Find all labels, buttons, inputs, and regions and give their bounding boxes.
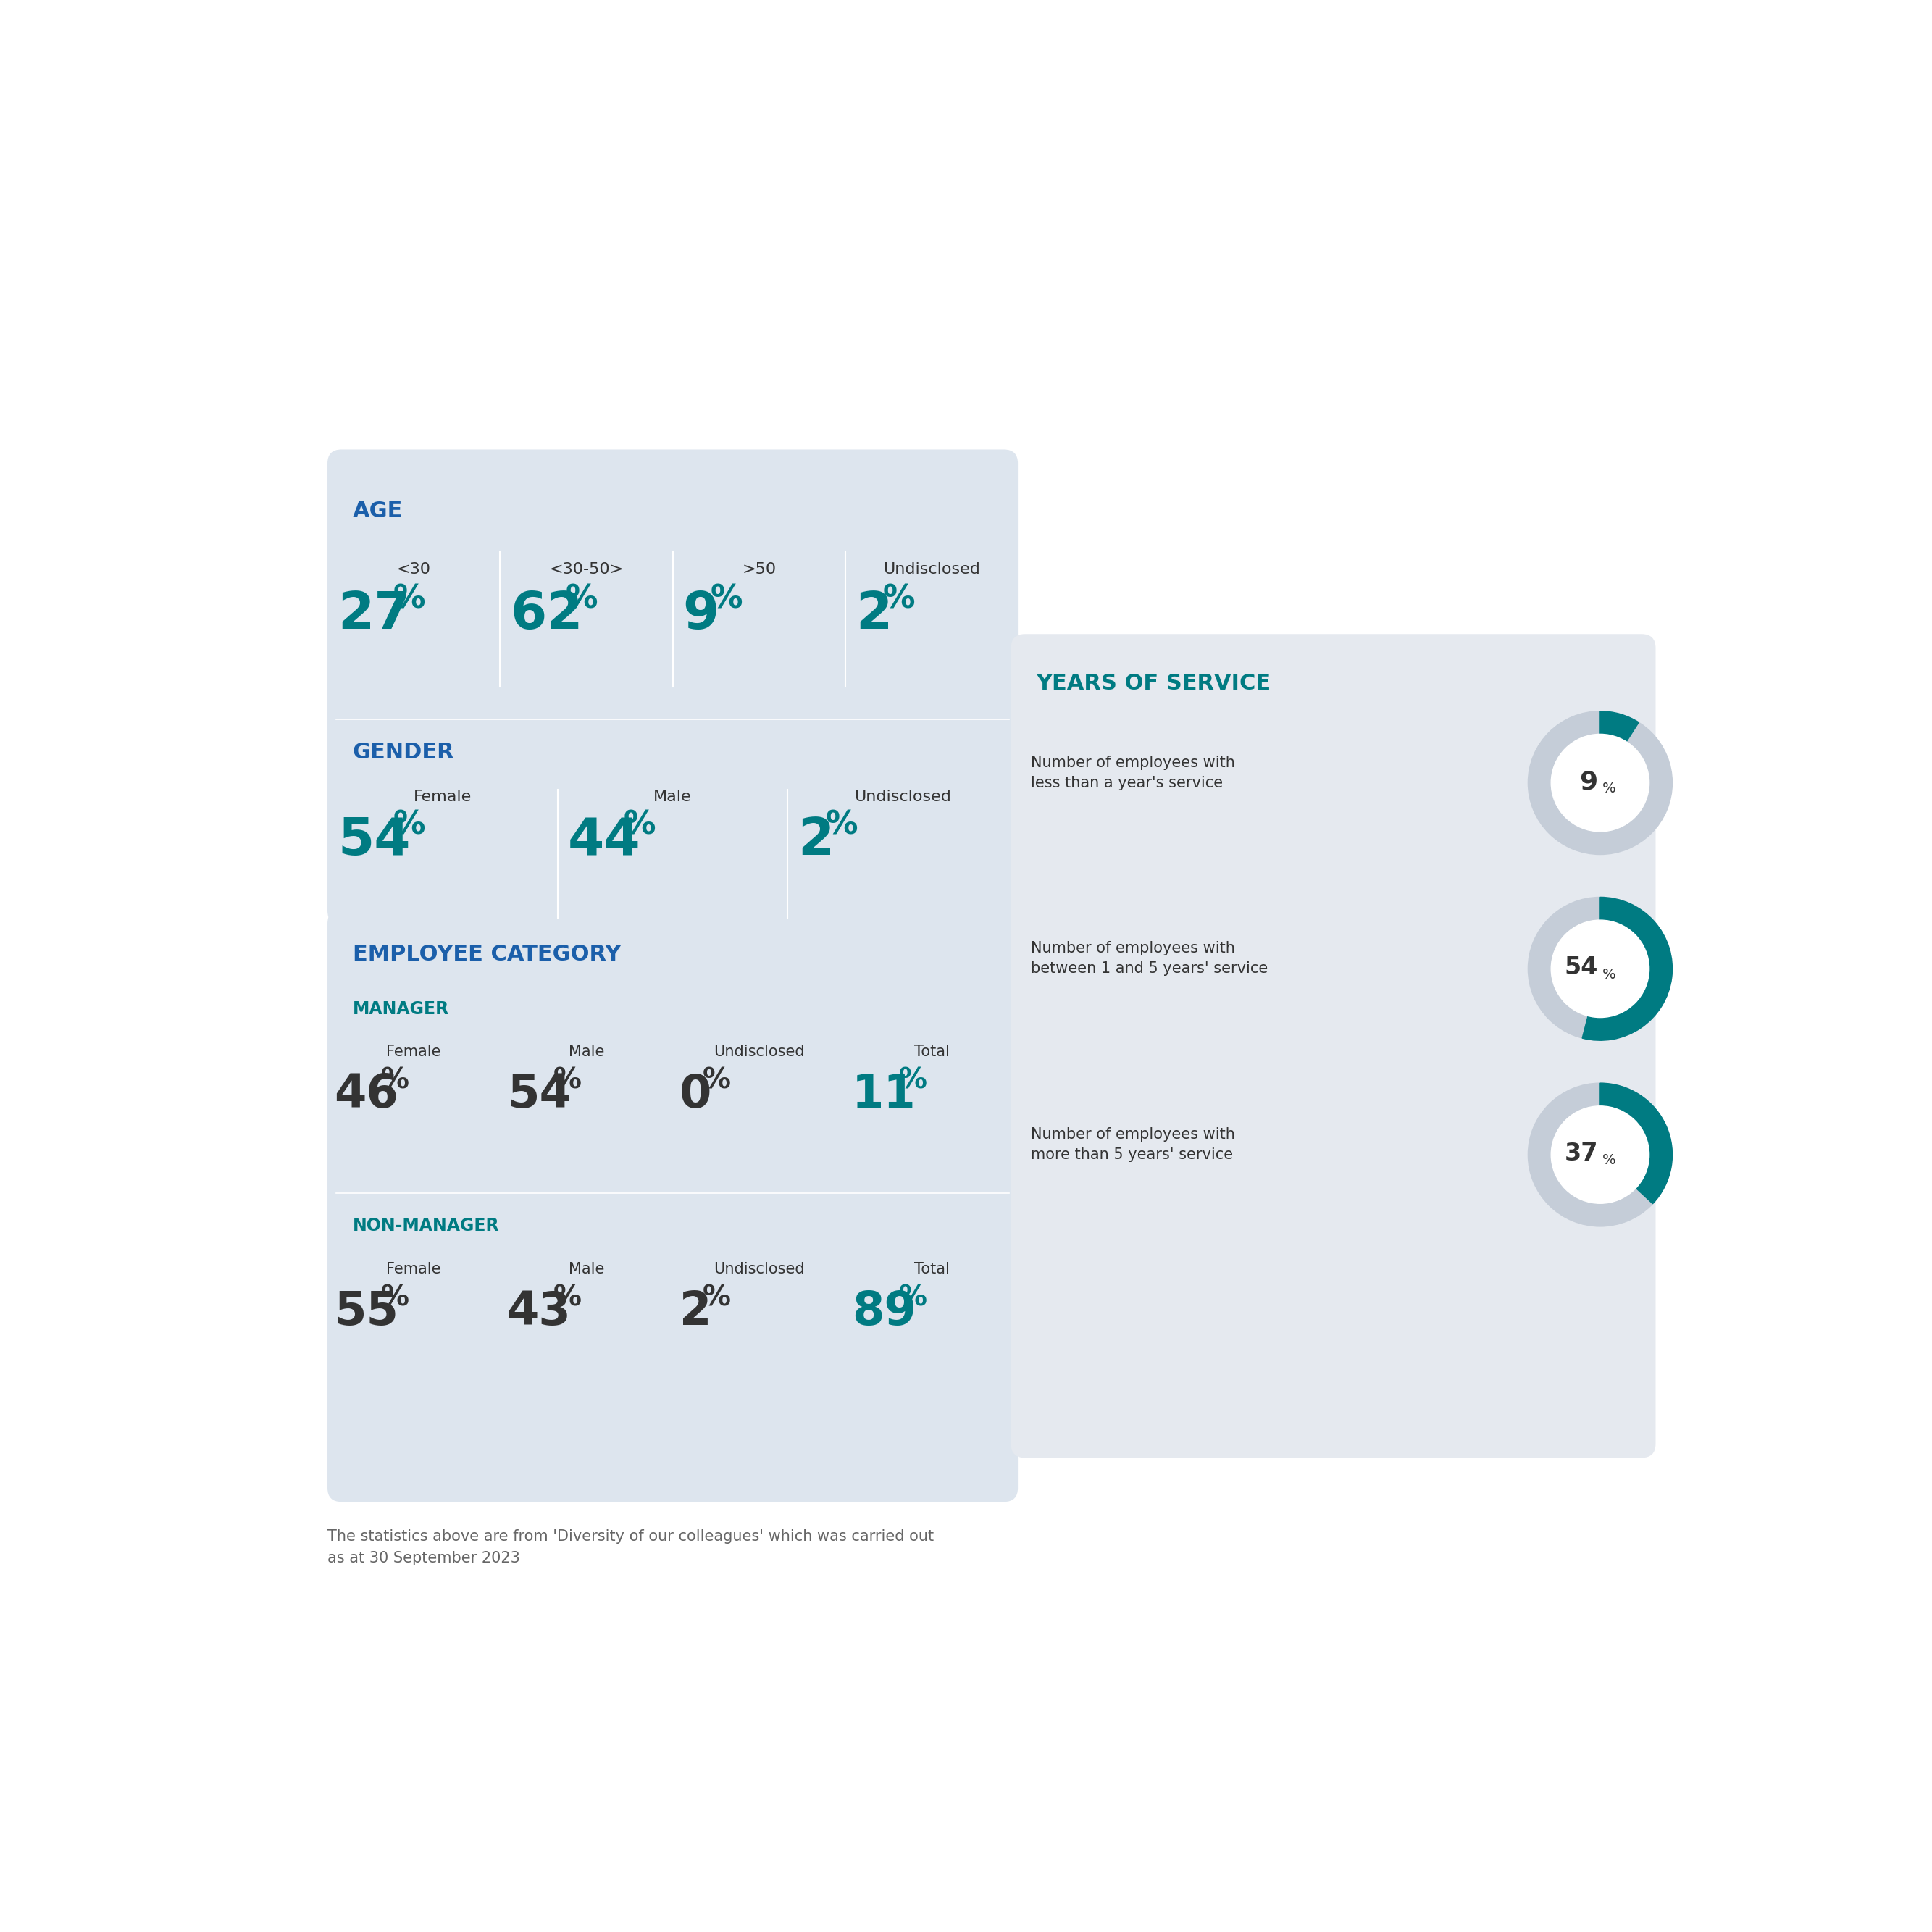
Text: %: %	[703, 1285, 730, 1312]
Text: %: %	[392, 810, 425, 840]
Text: Male: Male	[653, 790, 692, 804]
Wedge shape	[1528, 896, 1673, 1041]
Wedge shape	[1528, 1084, 1673, 1227]
Text: Undisclosed: Undisclosed	[854, 790, 951, 804]
Circle shape	[1551, 1105, 1650, 1204]
Text: 43: 43	[506, 1291, 572, 1335]
Text: Female: Female	[386, 1262, 440, 1277]
Text: Total: Total	[914, 1262, 949, 1277]
Text: AGE: AGE	[354, 500, 404, 522]
Circle shape	[1551, 734, 1650, 831]
Text: %: %	[553, 1285, 582, 1312]
Text: NON-MANAGER: NON-MANAGER	[354, 1217, 500, 1235]
Text: EMPLOYEE CATEGORY: EMPLOYEE CATEGORY	[354, 945, 620, 964]
Text: 9: 9	[682, 589, 719, 639]
Text: 2: 2	[798, 815, 835, 866]
Text: %: %	[711, 583, 742, 614]
Text: %: %	[381, 1285, 410, 1312]
Text: %: %	[883, 583, 916, 614]
Text: GENDER: GENDER	[354, 742, 454, 763]
Text: Female: Female	[386, 1045, 440, 1059]
Text: Number of employees with
between 1 and 5 years' service: Number of employees with between 1 and 5…	[1030, 941, 1267, 976]
Text: %: %	[566, 583, 597, 614]
Text: 55: 55	[334, 1291, 398, 1335]
Text: Undisclosed: Undisclosed	[713, 1262, 804, 1277]
FancyBboxPatch shape	[327, 910, 1018, 1501]
Wedge shape	[1600, 711, 1638, 742]
Text: 2: 2	[680, 1291, 711, 1335]
Text: %: %	[898, 1066, 927, 1094]
Text: %: %	[1602, 968, 1615, 981]
Text: 54: 54	[1565, 956, 1598, 980]
Text: Number of employees with
less than a year's service: Number of employees with less than a yea…	[1030, 755, 1235, 790]
Text: 46: 46	[334, 1072, 398, 1117]
Text: The statistics above are from 'Diversity of our colleagues' which was carried ou: The statistics above are from 'Diversity…	[327, 1530, 933, 1565]
Text: %: %	[1602, 782, 1615, 796]
Text: 2: 2	[856, 589, 893, 639]
Text: %: %	[624, 810, 655, 840]
Text: 27: 27	[338, 589, 410, 639]
Text: Female: Female	[413, 790, 471, 804]
Text: %: %	[898, 1285, 927, 1312]
Text: 11: 11	[852, 1072, 916, 1117]
Text: %: %	[825, 810, 858, 840]
Text: 89: 89	[852, 1291, 916, 1335]
Text: YEARS OF SERVICE: YEARS OF SERVICE	[1036, 672, 1271, 694]
Text: 0: 0	[680, 1072, 711, 1117]
Text: %: %	[381, 1066, 410, 1094]
Text: 9: 9	[1580, 769, 1598, 794]
Text: Male: Male	[568, 1262, 605, 1277]
Text: 37: 37	[1565, 1142, 1598, 1165]
Text: 44: 44	[568, 815, 641, 866]
Text: Undisclosed: Undisclosed	[883, 562, 980, 578]
Text: %: %	[392, 583, 425, 614]
Text: 62: 62	[510, 589, 583, 639]
FancyBboxPatch shape	[1010, 634, 1656, 1459]
Text: >50: >50	[742, 562, 777, 578]
Text: Male: Male	[568, 1045, 605, 1059]
Text: <30-50>: <30-50>	[549, 562, 624, 578]
FancyBboxPatch shape	[327, 450, 1018, 925]
Text: 54: 54	[338, 815, 410, 866]
Wedge shape	[1528, 711, 1673, 854]
Wedge shape	[1600, 1084, 1673, 1204]
Text: <30: <30	[396, 562, 431, 578]
Text: %: %	[553, 1066, 582, 1094]
Circle shape	[1551, 920, 1650, 1018]
Text: Number of employees with
more than 5 years' service: Number of employees with more than 5 yea…	[1030, 1126, 1235, 1161]
Wedge shape	[1582, 896, 1673, 1041]
Text: Total: Total	[914, 1045, 949, 1059]
Text: Undisclosed: Undisclosed	[713, 1045, 804, 1059]
Text: %: %	[703, 1066, 730, 1094]
Text: %: %	[1602, 1153, 1615, 1167]
Text: MANAGER: MANAGER	[354, 1001, 450, 1018]
Text: 54: 54	[506, 1072, 572, 1117]
